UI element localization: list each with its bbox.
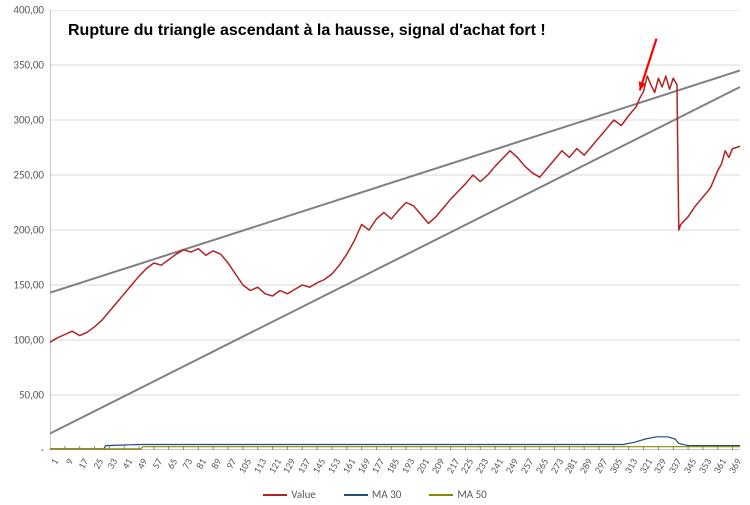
legend-swatch [344, 494, 368, 496]
y-tick-label: 300,00 [0, 114, 44, 127]
x-tick-label: 49 [134, 456, 150, 471]
legend-item: MA 50 [429, 487, 486, 501]
legend-swatch [263, 494, 287, 496]
x-tick-label: 369 [725, 456, 744, 476]
legend-item: Value [263, 487, 316, 501]
legend-label: MA 30 [372, 488, 401, 501]
y-tick-label: - [0, 444, 44, 457]
x-tick-label: 57 [149, 456, 165, 471]
y-tick-label: 200,00 [0, 224, 44, 237]
series-value [50, 76, 740, 342]
y-tick-label: 350,00 [0, 59, 44, 72]
legend-item: MA 30 [344, 487, 401, 501]
legend-label: MA 50 [457, 488, 486, 501]
legend-label: Value [291, 488, 316, 501]
x-tick-label: 65 [164, 456, 180, 471]
y-tick-label: 100,00 [0, 334, 44, 347]
y-tick-label: 400,00 [0, 4, 44, 17]
x-tick-label: 17 [75, 456, 91, 471]
legend: Value MA 30 MA 50 [0, 487, 750, 501]
y-tick-label: 250,00 [0, 169, 44, 182]
plot-area [50, 10, 740, 450]
y-tick-label: 50,00 [0, 389, 44, 402]
x-tick-label: 9 [62, 456, 76, 467]
y-tick-label: 150,00 [0, 279, 44, 292]
legend-swatch [429, 494, 453, 496]
arrow-line [640, 39, 657, 91]
x-tick-label: 41 [119, 456, 135, 471]
plot-svg [50, 10, 740, 450]
x-tick-label: 1 [47, 456, 61, 467]
stock-chart: Rupture du triangle ascendant à la hauss… [0, 0, 750, 505]
